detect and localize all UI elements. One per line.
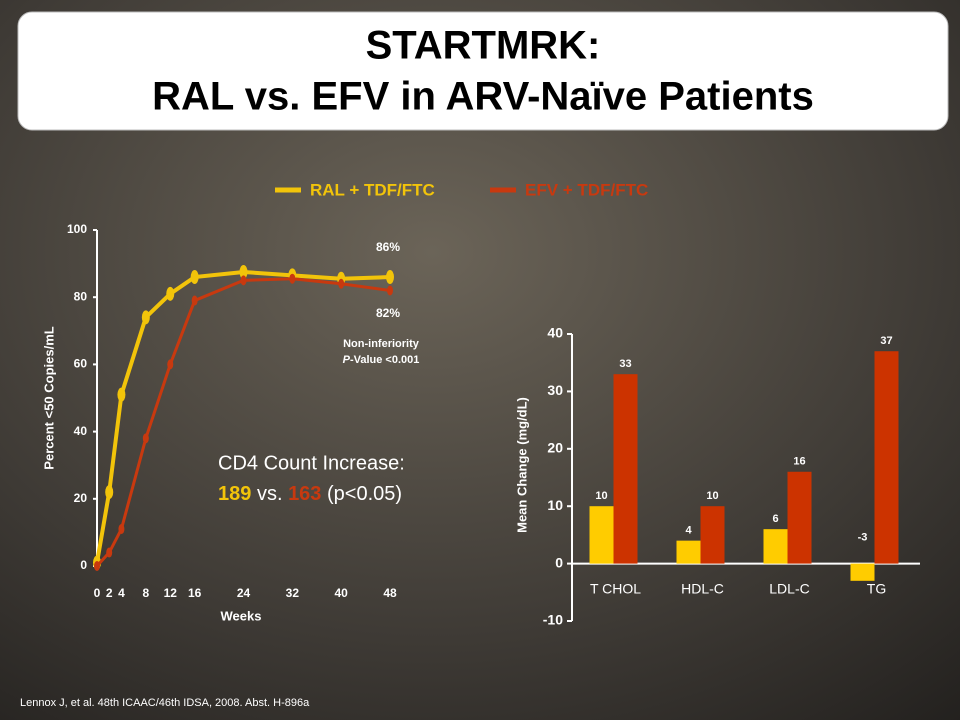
bar <box>763 529 788 564</box>
point <box>387 285 393 296</box>
value-label: 37 <box>880 335 892 347</box>
cd4-label: CD4 Count Increase: <box>218 452 405 474</box>
bar <box>613 374 638 564</box>
series-line <box>95 277 391 568</box>
point <box>191 295 198 306</box>
point <box>240 275 247 286</box>
point <box>166 286 175 301</box>
x-tick-label: 12 <box>164 586 178 600</box>
value-label: -3 <box>858 532 868 544</box>
point <box>105 485 114 500</box>
y-tick-label: 60 <box>74 357 88 371</box>
x-tick-label: T CHOL <box>590 580 641 596</box>
x-tick-label: 24 <box>237 586 251 600</box>
annotation: 86% <box>376 240 400 254</box>
bar <box>676 540 701 564</box>
y-axis-label: Percent <50 Copies/mL <box>41 326 56 469</box>
cd4-efv: 163 <box>288 483 321 505</box>
title-box <box>17 11 949 131</box>
value-label: 16 <box>793 456 805 468</box>
y-tick-label: -10 <box>543 612 563 628</box>
point <box>289 273 296 284</box>
x-tick-label: 48 <box>383 586 397 600</box>
value-label: 4 <box>685 525 692 537</box>
bar <box>787 471 812 564</box>
point <box>338 278 345 289</box>
citation: Lennox J, et al. 48th ICAAC/46th IDSA, 2… <box>20 697 310 709</box>
y-tick-label: 20 <box>74 491 88 505</box>
point <box>141 310 150 325</box>
y-tick-label: 20 <box>547 440 563 456</box>
y-tick-label: 40 <box>74 424 88 438</box>
x-tick-label: 4 <box>118 586 125 600</box>
x-axis-label: Weeks <box>221 608 262 623</box>
point <box>94 561 100 571</box>
cd4-values: 189 vs. 163 (p<0.05) <box>218 483 402 505</box>
x-tick-label: 40 <box>334 586 348 600</box>
x-tick-label: HDL-C <box>681 580 724 596</box>
x-tick-label: 16 <box>188 586 202 600</box>
bar <box>850 563 875 581</box>
x-tick-label: LDL-C <box>769 580 809 596</box>
point <box>117 387 126 402</box>
annotation: Non-inferiority <box>343 338 420 350</box>
point <box>106 547 113 558</box>
x-tick-label: 0 <box>94 586 101 600</box>
value-label: 33 <box>619 358 631 370</box>
value-label: 6 <box>772 513 778 525</box>
legend-label: RAL + TDF/FTC <box>310 180 435 199</box>
x-tick-label: TG <box>867 580 886 596</box>
point <box>190 270 199 285</box>
y-tick-label: 0 <box>555 554 563 570</box>
p-italic: P <box>343 354 351 366</box>
bar <box>700 506 725 564</box>
y-tick-label: 10 <box>547 497 563 513</box>
value-label: 10 <box>706 490 718 502</box>
y-tick-label: 100 <box>67 222 87 236</box>
p-text: -Value <0.001 <box>350 354 419 366</box>
x-tick-label: 8 <box>142 586 149 600</box>
bar <box>589 506 614 564</box>
point <box>239 265 248 279</box>
y-tick-label: 80 <box>74 289 88 303</box>
legend-label: EFV + TDF/FTC <box>525 180 648 199</box>
cd4-vs: vs. <box>257 483 283 505</box>
cd4-ral: 189 <box>218 483 251 505</box>
y-tick-label: 30 <box>547 382 563 398</box>
annotation: 82% <box>376 306 400 320</box>
value-label: 10 <box>595 490 607 502</box>
y-tick-label: 0 <box>80 558 87 572</box>
x-tick-label: 2 <box>106 586 113 600</box>
y-axis-label: Mean Change (mg/dL) <box>514 397 529 533</box>
point <box>386 270 394 285</box>
bar <box>874 351 899 564</box>
title: RAL vs. EFV in ARV-Naïve Patients <box>152 75 814 119</box>
title: STARTMRK: <box>366 24 601 68</box>
p-value: P-Value <0.001 <box>343 354 420 366</box>
y-tick-label: 40 <box>547 325 563 341</box>
point <box>118 524 125 535</box>
x-tick-label: 32 <box>286 586 300 600</box>
cd4-p: (p<0.05) <box>327 483 402 505</box>
series-line <box>95 269 391 563</box>
point <box>167 359 174 370</box>
point <box>142 433 149 444</box>
